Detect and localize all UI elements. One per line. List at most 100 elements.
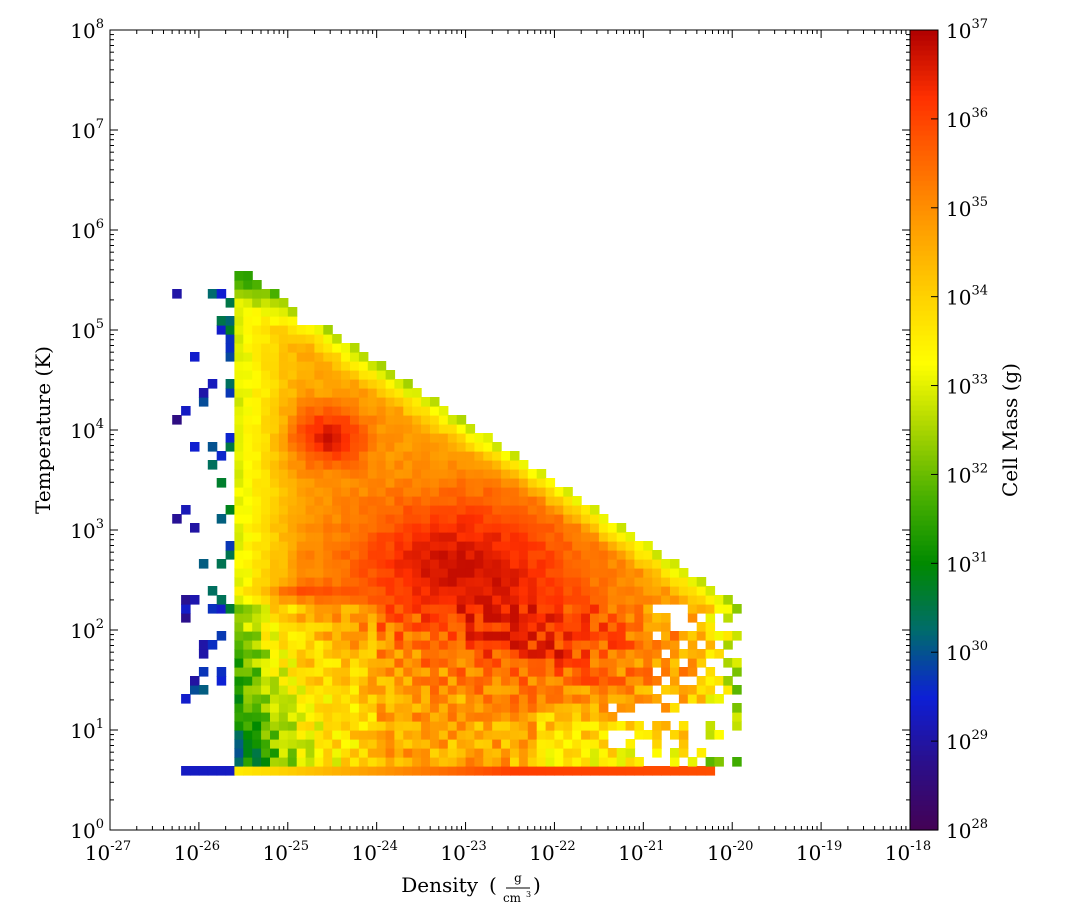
heatmap-cell <box>670 631 680 641</box>
heatmap-cell <box>296 640 307 650</box>
heatmap-cell <box>385 406 396 416</box>
heatmap-cell <box>243 586 253 596</box>
heatmap-cell <box>332 703 342 713</box>
heatmap-cell <box>438 766 449 776</box>
x-tick-label-base: 10 <box>885 841 910 865</box>
heatmap-cell <box>190 442 200 452</box>
heatmap-cell <box>376 406 387 416</box>
x-tick-label-exp: -23 <box>466 839 487 854</box>
heatmap-cell <box>438 703 449 713</box>
heatmap-cell <box>358 712 369 722</box>
heatmap-cell <box>314 685 324 695</box>
heatmap-cell <box>287 496 298 506</box>
heatmap-cell <box>625 658 636 668</box>
heatmap-cell <box>483 568 493 578</box>
colorbar-tick-label: 1028 <box>946 817 988 843</box>
heatmap-cell <box>376 739 387 749</box>
heatmap-cell <box>474 649 484 659</box>
heatmap-cell <box>278 388 289 398</box>
x-tick-label: 10-22 <box>529 839 575 865</box>
heatmap-cell <box>501 514 511 524</box>
heatmap-cell <box>723 631 733 641</box>
heatmap-cell <box>643 613 653 623</box>
heatmap-cell <box>261 730 271 740</box>
heatmap-cell <box>287 694 298 704</box>
heatmap-cell <box>261 424 271 434</box>
heatmap-cell <box>216 631 227 641</box>
heatmap-cell <box>625 631 636 641</box>
heatmap-cell <box>350 730 360 740</box>
heatmap-cell <box>447 424 458 434</box>
colorbar-segment <box>910 535 938 541</box>
heatmap-cell <box>172 415 182 425</box>
heatmap-cell <box>358 406 369 416</box>
heatmap-cell <box>323 595 333 605</box>
heatmap-cell <box>332 586 342 596</box>
heatmap-cell <box>278 361 289 371</box>
heatmap-cell <box>412 730 422 740</box>
heatmap-cell <box>518 595 529 605</box>
heatmap-cell <box>367 658 378 668</box>
heatmap-cell <box>341 721 351 731</box>
heatmap-cell <box>625 748 636 758</box>
heatmap-cell <box>501 721 511 731</box>
heatmap-cell <box>278 478 289 488</box>
heatmap-cell <box>554 550 564 560</box>
heatmap-cell <box>705 640 716 650</box>
colorbar-segment <box>910 735 938 741</box>
heatmap-cell <box>270 496 280 506</box>
heatmap-cell <box>234 595 244 605</box>
heatmap-cell <box>261 703 271 713</box>
heatmap-cell <box>430 703 440 713</box>
colorbar-tick-label-exp: 32 <box>971 461 988 476</box>
heatmap-cell <box>252 289 262 299</box>
heatmap-cell <box>545 577 556 587</box>
colorbar-segment <box>910 685 938 691</box>
heatmap-cell <box>438 550 449 560</box>
colorbar-segment <box>910 425 938 431</box>
heatmap-cell <box>376 703 387 713</box>
heatmap-cell <box>474 604 484 614</box>
heatmap-cell <box>270 433 280 443</box>
heatmap-cell <box>323 685 333 695</box>
heatmap-cell <box>403 613 413 623</box>
heatmap-cell <box>465 766 476 776</box>
heatmap-cell <box>474 622 484 632</box>
heatmap-cell <box>447 514 458 524</box>
heatmap-cell <box>554 523 564 533</box>
colorbar-segment <box>910 365 938 371</box>
heatmap-cell <box>216 595 227 605</box>
heatmap-cell <box>474 514 484 524</box>
heatmap-cell <box>581 766 591 776</box>
heatmap-cell <box>350 379 360 389</box>
heatmap-cell <box>243 469 253 479</box>
heatmap-cell <box>385 559 396 569</box>
heatmap-cell <box>332 712 342 722</box>
heatmap-cell <box>394 658 404 668</box>
heatmap-cell <box>358 442 369 452</box>
heatmap-cell <box>607 712 618 722</box>
heatmap-cell <box>252 703 262 713</box>
colorbar-segment <box>910 800 938 806</box>
heatmap-cell <box>287 397 298 407</box>
heatmap-cell <box>607 586 618 596</box>
heatmap-cell <box>438 541 449 551</box>
heatmap-cell <box>261 649 271 659</box>
heatmap-cell <box>190 685 200 695</box>
heatmap-cell <box>598 649 609 659</box>
heatmap-cell <box>545 613 556 623</box>
heatmap-cell <box>243 361 253 371</box>
heatmap-cell <box>572 658 582 668</box>
heatmap-cell <box>323 658 333 668</box>
heatmap-cell <box>376 550 387 560</box>
heatmap-cell <box>527 532 538 542</box>
colorbar-segment <box>910 625 938 631</box>
heatmap-cell <box>447 415 458 425</box>
heatmap-cell <box>314 739 324 749</box>
heatmap-cell <box>616 721 627 731</box>
heatmap-cell <box>421 604 431 614</box>
heatmap-cell <box>341 469 351 479</box>
heatmap-cell <box>670 766 680 776</box>
heatmap-cell <box>376 559 387 569</box>
heatmap-cell <box>252 307 262 317</box>
